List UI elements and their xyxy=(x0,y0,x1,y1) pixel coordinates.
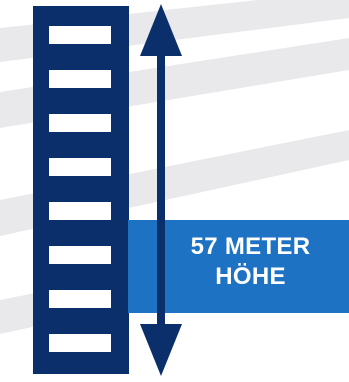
tower-window xyxy=(49,114,111,132)
tower-building xyxy=(33,6,129,374)
height-label: 57 METER HÖHE xyxy=(178,232,323,292)
tower-window xyxy=(49,334,111,352)
tower-window xyxy=(49,246,111,264)
tower-window xyxy=(49,290,111,308)
tower-window xyxy=(49,26,111,44)
tower-window xyxy=(49,202,111,220)
tower-window xyxy=(49,70,111,88)
height-label-unit: HÖHE xyxy=(215,263,286,290)
double-arrow-icon xyxy=(140,4,182,376)
tower-window xyxy=(49,158,111,176)
height-label-value: 57 METER xyxy=(190,233,311,260)
